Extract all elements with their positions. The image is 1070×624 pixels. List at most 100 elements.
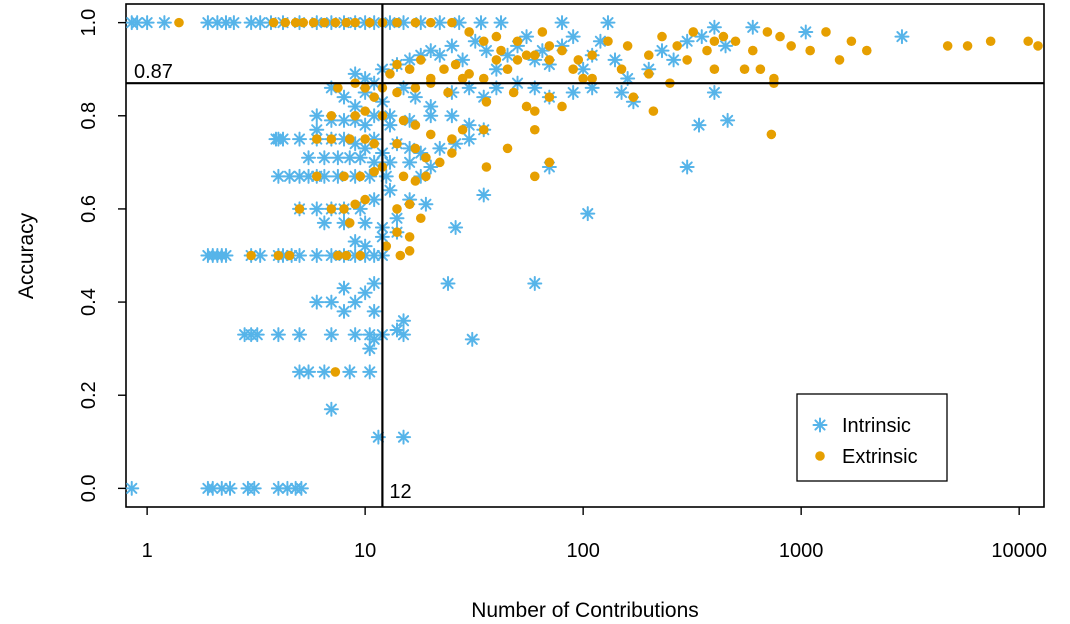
point-intrinsic <box>124 480 140 496</box>
point-extrinsic <box>682 55 692 65</box>
x-axis-title: Number of Contributions <box>471 599 699 622</box>
point-intrinsic <box>301 150 317 166</box>
y-tick-label: 0.2 <box>78 381 100 409</box>
point-extrinsic <box>657 31 667 42</box>
point-extrinsic <box>447 148 457 158</box>
point-extrinsic <box>392 227 402 238</box>
point-extrinsic <box>688 27 699 37</box>
point-intrinsic <box>336 89 352 105</box>
point-intrinsic <box>519 29 535 45</box>
point-extrinsic <box>587 73 597 84</box>
point-intrinsic <box>894 29 910 45</box>
point-extrinsic <box>603 36 613 47</box>
point-extrinsic <box>404 246 415 256</box>
point-extrinsic <box>326 204 337 214</box>
point-extrinsic <box>544 41 555 51</box>
point-extrinsic <box>747 45 758 56</box>
point-intrinsic <box>292 168 308 184</box>
point-intrinsic <box>407 89 423 105</box>
point-intrinsic <box>423 108 439 124</box>
point-intrinsic <box>720 112 736 128</box>
point-extrinsic <box>360 134 370 144</box>
point-extrinsic <box>425 17 436 28</box>
point-intrinsic <box>156 15 172 31</box>
point-extrinsic <box>434 157 445 168</box>
point-intrinsic <box>666 52 682 68</box>
legend: Intrinsic Extrinsic <box>796 393 948 482</box>
point-extrinsic <box>643 50 654 61</box>
point-extrinsic <box>330 17 341 28</box>
point-intrinsic <box>270 327 286 343</box>
point-extrinsic <box>672 41 682 51</box>
point-extrinsic <box>702 45 712 56</box>
point-intrinsic <box>323 401 339 417</box>
series-intrinsic <box>124 15 910 496</box>
point-extrinsic <box>491 31 502 42</box>
point-extrinsic <box>709 36 720 47</box>
point-extrinsic <box>333 83 343 93</box>
point-extrinsic <box>410 120 421 130</box>
point-extrinsic <box>319 17 330 28</box>
point-extrinsic <box>457 124 468 135</box>
point-intrinsic <box>347 98 363 114</box>
point-extrinsic <box>398 171 409 182</box>
point-intrinsic <box>293 480 309 496</box>
point-extrinsic <box>369 92 379 102</box>
point-intrinsic <box>798 24 814 40</box>
legend-label-intrinsic: Intrinsic <box>842 415 911 437</box>
point-intrinsic <box>323 327 339 343</box>
point-intrinsic <box>478 43 494 59</box>
point-intrinsic <box>575 61 591 77</box>
point-extrinsic <box>280 17 291 28</box>
point-extrinsic <box>786 41 796 51</box>
point-intrinsic <box>336 280 352 296</box>
point-extrinsic <box>364 17 375 28</box>
point-intrinsic <box>309 201 325 217</box>
point-extrinsic <box>622 41 633 51</box>
point-extrinsic <box>341 17 352 28</box>
point-extrinsic <box>290 17 301 28</box>
point-extrinsic <box>311 171 322 182</box>
point-intrinsic <box>309 248 325 263</box>
point-extrinsic <box>398 115 409 126</box>
point-intrinsic <box>607 52 623 68</box>
point-extrinsic <box>355 250 366 261</box>
point-intrinsic <box>309 122 325 138</box>
point-intrinsic <box>342 364 358 380</box>
point-extrinsic <box>502 64 513 75</box>
point-intrinsic <box>396 313 412 329</box>
point-intrinsic <box>357 117 373 133</box>
point-intrinsic <box>222 480 238 496</box>
point-extrinsic <box>311 134 322 144</box>
point-extrinsic <box>344 134 355 144</box>
point-extrinsic <box>344 218 355 228</box>
reference-label-horizontal: 0.87 <box>134 61 173 83</box>
point-extrinsic <box>298 17 309 28</box>
point-extrinsic <box>648 106 659 116</box>
point-extrinsic <box>410 83 421 93</box>
point-intrinsic <box>473 15 489 31</box>
point-extrinsic <box>457 73 468 84</box>
point-extrinsic <box>529 50 540 61</box>
y-tick-label: 0.4 <box>78 288 100 316</box>
series-extrinsic <box>174 17 1043 377</box>
point-extrinsic <box>369 138 379 149</box>
point-intrinsic <box>347 66 363 82</box>
point-extrinsic <box>404 64 415 75</box>
legend-box <box>796 393 948 482</box>
point-extrinsic <box>478 124 489 135</box>
point-intrinsic <box>580 206 596 222</box>
point-intrinsic <box>444 108 460 124</box>
point-intrinsic <box>316 215 332 231</box>
point-intrinsic <box>402 154 418 170</box>
point-extrinsic <box>942 41 953 51</box>
point-extrinsic <box>464 27 474 37</box>
point-intrinsic <box>209 15 225 31</box>
point-intrinsic <box>493 15 509 31</box>
point-intrinsic <box>600 15 616 31</box>
point-extrinsic <box>557 45 567 56</box>
legend-label-extrinsic: Extrinsic <box>842 446 918 468</box>
point-intrinsic <box>423 98 439 114</box>
plot-frame <box>125 3 1045 508</box>
x-tick-label: 100 <box>566 540 599 562</box>
